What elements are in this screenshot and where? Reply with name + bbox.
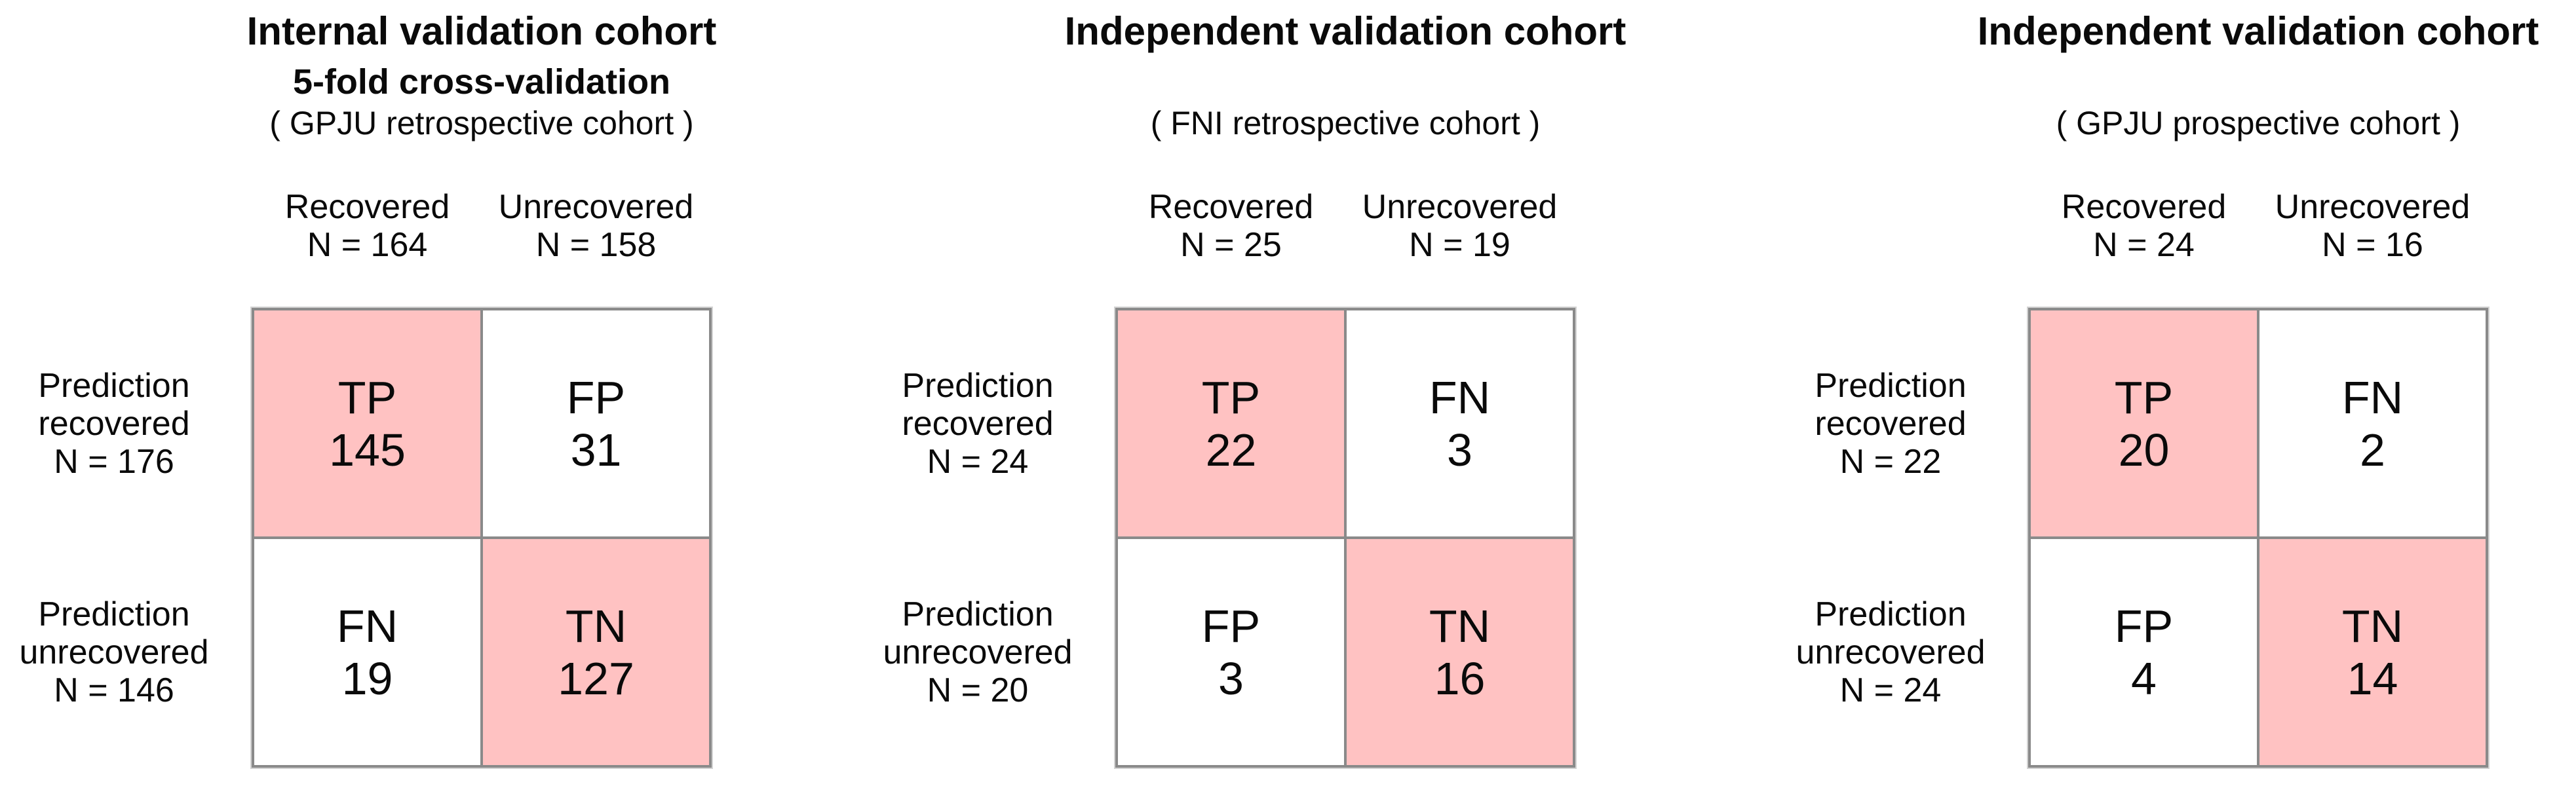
column-header-label: Unrecovered [498, 188, 694, 226]
cell-value: 19 [341, 652, 393, 704]
cell-label: FN [336, 600, 398, 652]
cell-value: 3 [1447, 424, 1472, 476]
panel-title: Independent validation cohort [1977, 9, 2539, 53]
row-header-prediction-unrecovered: Prediction unrecovered N = 146 [0, 539, 245, 765]
column-header-label: Recovered [284, 188, 450, 226]
cell-label: TP [337, 371, 397, 423]
row-header-line: recovered [38, 404, 190, 443]
row-header-line: unrecovered [19, 633, 209, 671]
row-header-line: Prediction [1815, 595, 1967, 633]
row-header-prediction-recovered: Prediction recovered N = 176 [0, 310, 245, 536]
cell-false-negative: FN 19 [254, 539, 480, 765]
cell-label: FP [1201, 600, 1261, 652]
row-header-line: unrecovered [1796, 633, 1986, 671]
row-header-n: N = 20 [927, 671, 1029, 709]
column-header-n: N = 24 [2093, 226, 2195, 264]
confusion-matrix-grid: TP 22 FN 3 FP 3 TN 16 [1115, 308, 1575, 768]
cell-true-positive: TP 20 [2031, 310, 2257, 536]
cell-value: 4 [2131, 652, 2157, 704]
panel-cohort-label: ( FNI retrospective cohort ) [1150, 105, 1541, 141]
cell-label: TP [2114, 371, 2174, 423]
cell-value: 16 [1434, 652, 1486, 704]
panel-subtitle: 5-fold cross-validation [292, 62, 671, 102]
cell-false-negative: FN 3 [1347, 310, 1573, 536]
cell-label: FN [2341, 371, 2404, 423]
cell-value: 145 [329, 424, 406, 476]
confusion-matrix-grid: TP 145 FP 31 FN 19 TN 127 [252, 308, 712, 768]
column-header-label: Unrecovered [1362, 188, 1558, 226]
cell-value: 127 [558, 652, 634, 704]
cell-value: 20 [2118, 424, 2170, 476]
panel-internal-validation: Internal validation cohort 5-fold cross-… [0, 0, 858, 786]
cell-false-positive: FP 31 [483, 310, 709, 536]
row-header-prediction-unrecovered: Prediction unrecovered N = 20 [847, 539, 1109, 765]
column-header-unrecovered: Unrecovered N = 16 [2259, 183, 2486, 269]
cell-value: 14 [2347, 652, 2398, 704]
cell-value: 3 [1218, 652, 1244, 704]
column-header-n: N = 19 [1409, 226, 1510, 264]
column-header-label: Recovered [2061, 188, 2227, 226]
row-header-line: Prediction [38, 595, 190, 633]
cell-label: TN [2341, 600, 2404, 652]
cell-true-positive: TP 145 [254, 310, 480, 536]
column-header-recovered: Recovered N = 25 [1118, 183, 1344, 269]
cell-label: TP [1201, 371, 1261, 423]
cell-true-positive: TP 22 [1118, 310, 1344, 536]
row-header-line: unrecovered [883, 633, 1073, 671]
cell-label: FP [566, 371, 626, 423]
column-header-n: N = 25 [1180, 226, 1282, 264]
column-header-unrecovered: Unrecovered N = 158 [483, 183, 709, 269]
column-header-n: N = 16 [2322, 226, 2423, 264]
row-header-n: N = 24 [1839, 671, 1942, 709]
panel-independent-validation-fni: Independent validation cohort ( FNI retr… [858, 0, 1717, 786]
cell-label: FN [1429, 371, 1491, 423]
column-header-label: Recovered [1148, 188, 1314, 226]
row-header-line: Prediction [1815, 366, 1967, 405]
panel-title: Internal validation cohort [246, 9, 717, 53]
cell-true-negative: TN 14 [2259, 539, 2486, 765]
cell-value: 22 [1205, 424, 1257, 476]
cell-label: TN [1429, 600, 1491, 652]
cell-value: 2 [2360, 424, 2385, 476]
column-header-recovered: Recovered N = 24 [2031, 183, 2257, 269]
cell-false-negative: FN 2 [2259, 310, 2486, 536]
row-header-n: N = 146 [54, 671, 174, 709]
column-header-unrecovered: Unrecovered N = 19 [1347, 183, 1573, 269]
cell-label: TN [565, 600, 627, 652]
cell-label: FP [2114, 600, 2174, 652]
panel-title: Independent validation cohort [1064, 9, 1626, 53]
panel-cohort-label: ( GPJU retrospective cohort ) [269, 105, 694, 141]
cell-value: 31 [570, 424, 622, 476]
cell-false-positive: FP 3 [1118, 539, 1344, 765]
panel-cohort-label: ( GPJU prospective cohort ) [2056, 105, 2461, 141]
row-header-line: Prediction [38, 366, 190, 405]
row-header-n: N = 176 [54, 442, 174, 481]
column-header-recovered: Recovered N = 164 [254, 183, 480, 269]
row-header-line: Prediction [902, 366, 1054, 405]
row-header-prediction-recovered: Prediction recovered N = 22 [1759, 310, 2022, 536]
column-header-n: N = 158 [535, 226, 657, 264]
row-header-line: recovered [1815, 404, 1967, 443]
confusion-matrix-grid: TP 20 FN 2 FP 4 TN 14 [2028, 308, 2488, 768]
panel-independent-validation-gpju: Independent validation cohort ( GPJU pro… [1717, 0, 2575, 786]
column-header-label: Unrecovered [2275, 188, 2470, 226]
row-header-n: N = 24 [927, 442, 1029, 481]
cell-true-negative: TN 127 [483, 539, 709, 765]
row-header-prediction-unrecovered: Prediction unrecovered N = 24 [1759, 539, 2022, 765]
row-header-prediction-recovered: Prediction recovered N = 24 [847, 310, 1109, 536]
row-header-line: Prediction [902, 595, 1054, 633]
row-header-n: N = 22 [1839, 442, 1942, 481]
cell-true-negative: TN 16 [1347, 539, 1573, 765]
column-header-n: N = 164 [307, 226, 428, 264]
cell-false-positive: FP 4 [2031, 539, 2257, 765]
row-header-line: recovered [902, 404, 1054, 443]
